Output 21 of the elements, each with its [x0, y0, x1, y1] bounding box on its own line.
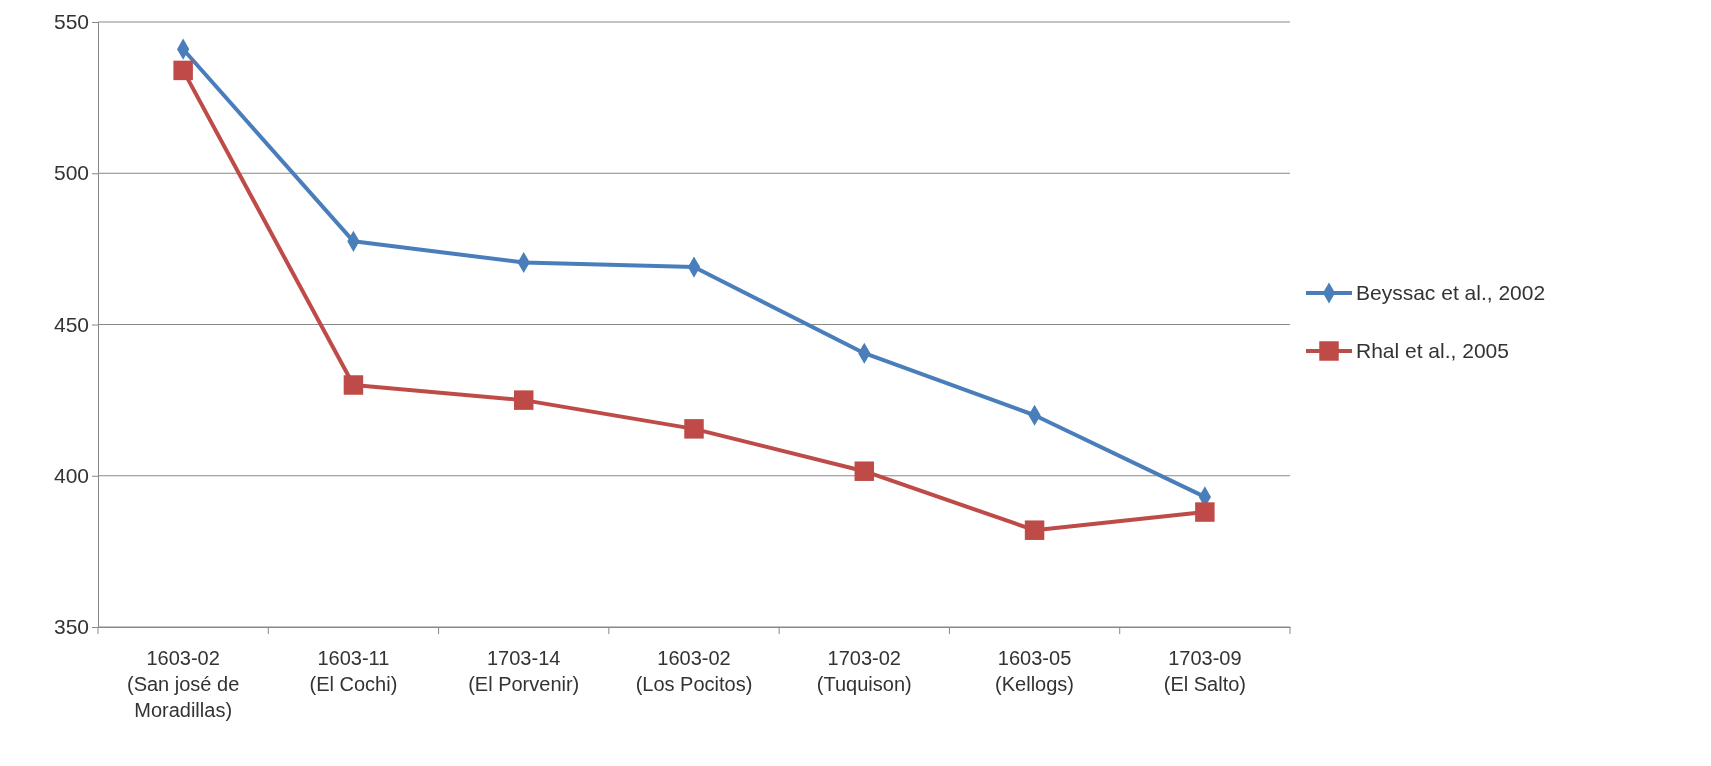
x-tick-label: 1703-09 (El Salto)	[1163, 647, 1246, 695]
x-tick-label: 1603-02 (Los Pocitos)	[635, 647, 753, 695]
point	[1024, 520, 1045, 540]
x-tick-label: 1603-02 (San josé de Moradillas)	[126, 647, 240, 721]
legend-label: Beyssac et al., 2002	[1356, 281, 1546, 304]
point	[173, 60, 193, 81]
y-tick-label: 400	[53, 463, 89, 487]
point	[1195, 502, 1215, 522]
x-tick-label: 1703-02 (Tuquison)	[816, 647, 912, 695]
x-tick-label: 1703-14 (El Porvenir)	[468, 647, 580, 695]
point	[854, 461, 875, 481]
x-tick-label: 1603-05 (Kellogs)	[995, 647, 1075, 695]
point	[343, 375, 364, 395]
legend-label: Rhal et al., 2005	[1356, 339, 1509, 362]
y-tick-label: 350	[53, 615, 89, 639]
point	[513, 390, 534, 410]
point	[684, 419, 704, 439]
y-tick-label: 450	[53, 312, 89, 336]
y-tick-label: 550	[53, 10, 89, 34]
y-tick-label: 500	[53, 161, 89, 185]
x-tick-label: 1603-11 (El Cochi)	[309, 647, 398, 695]
